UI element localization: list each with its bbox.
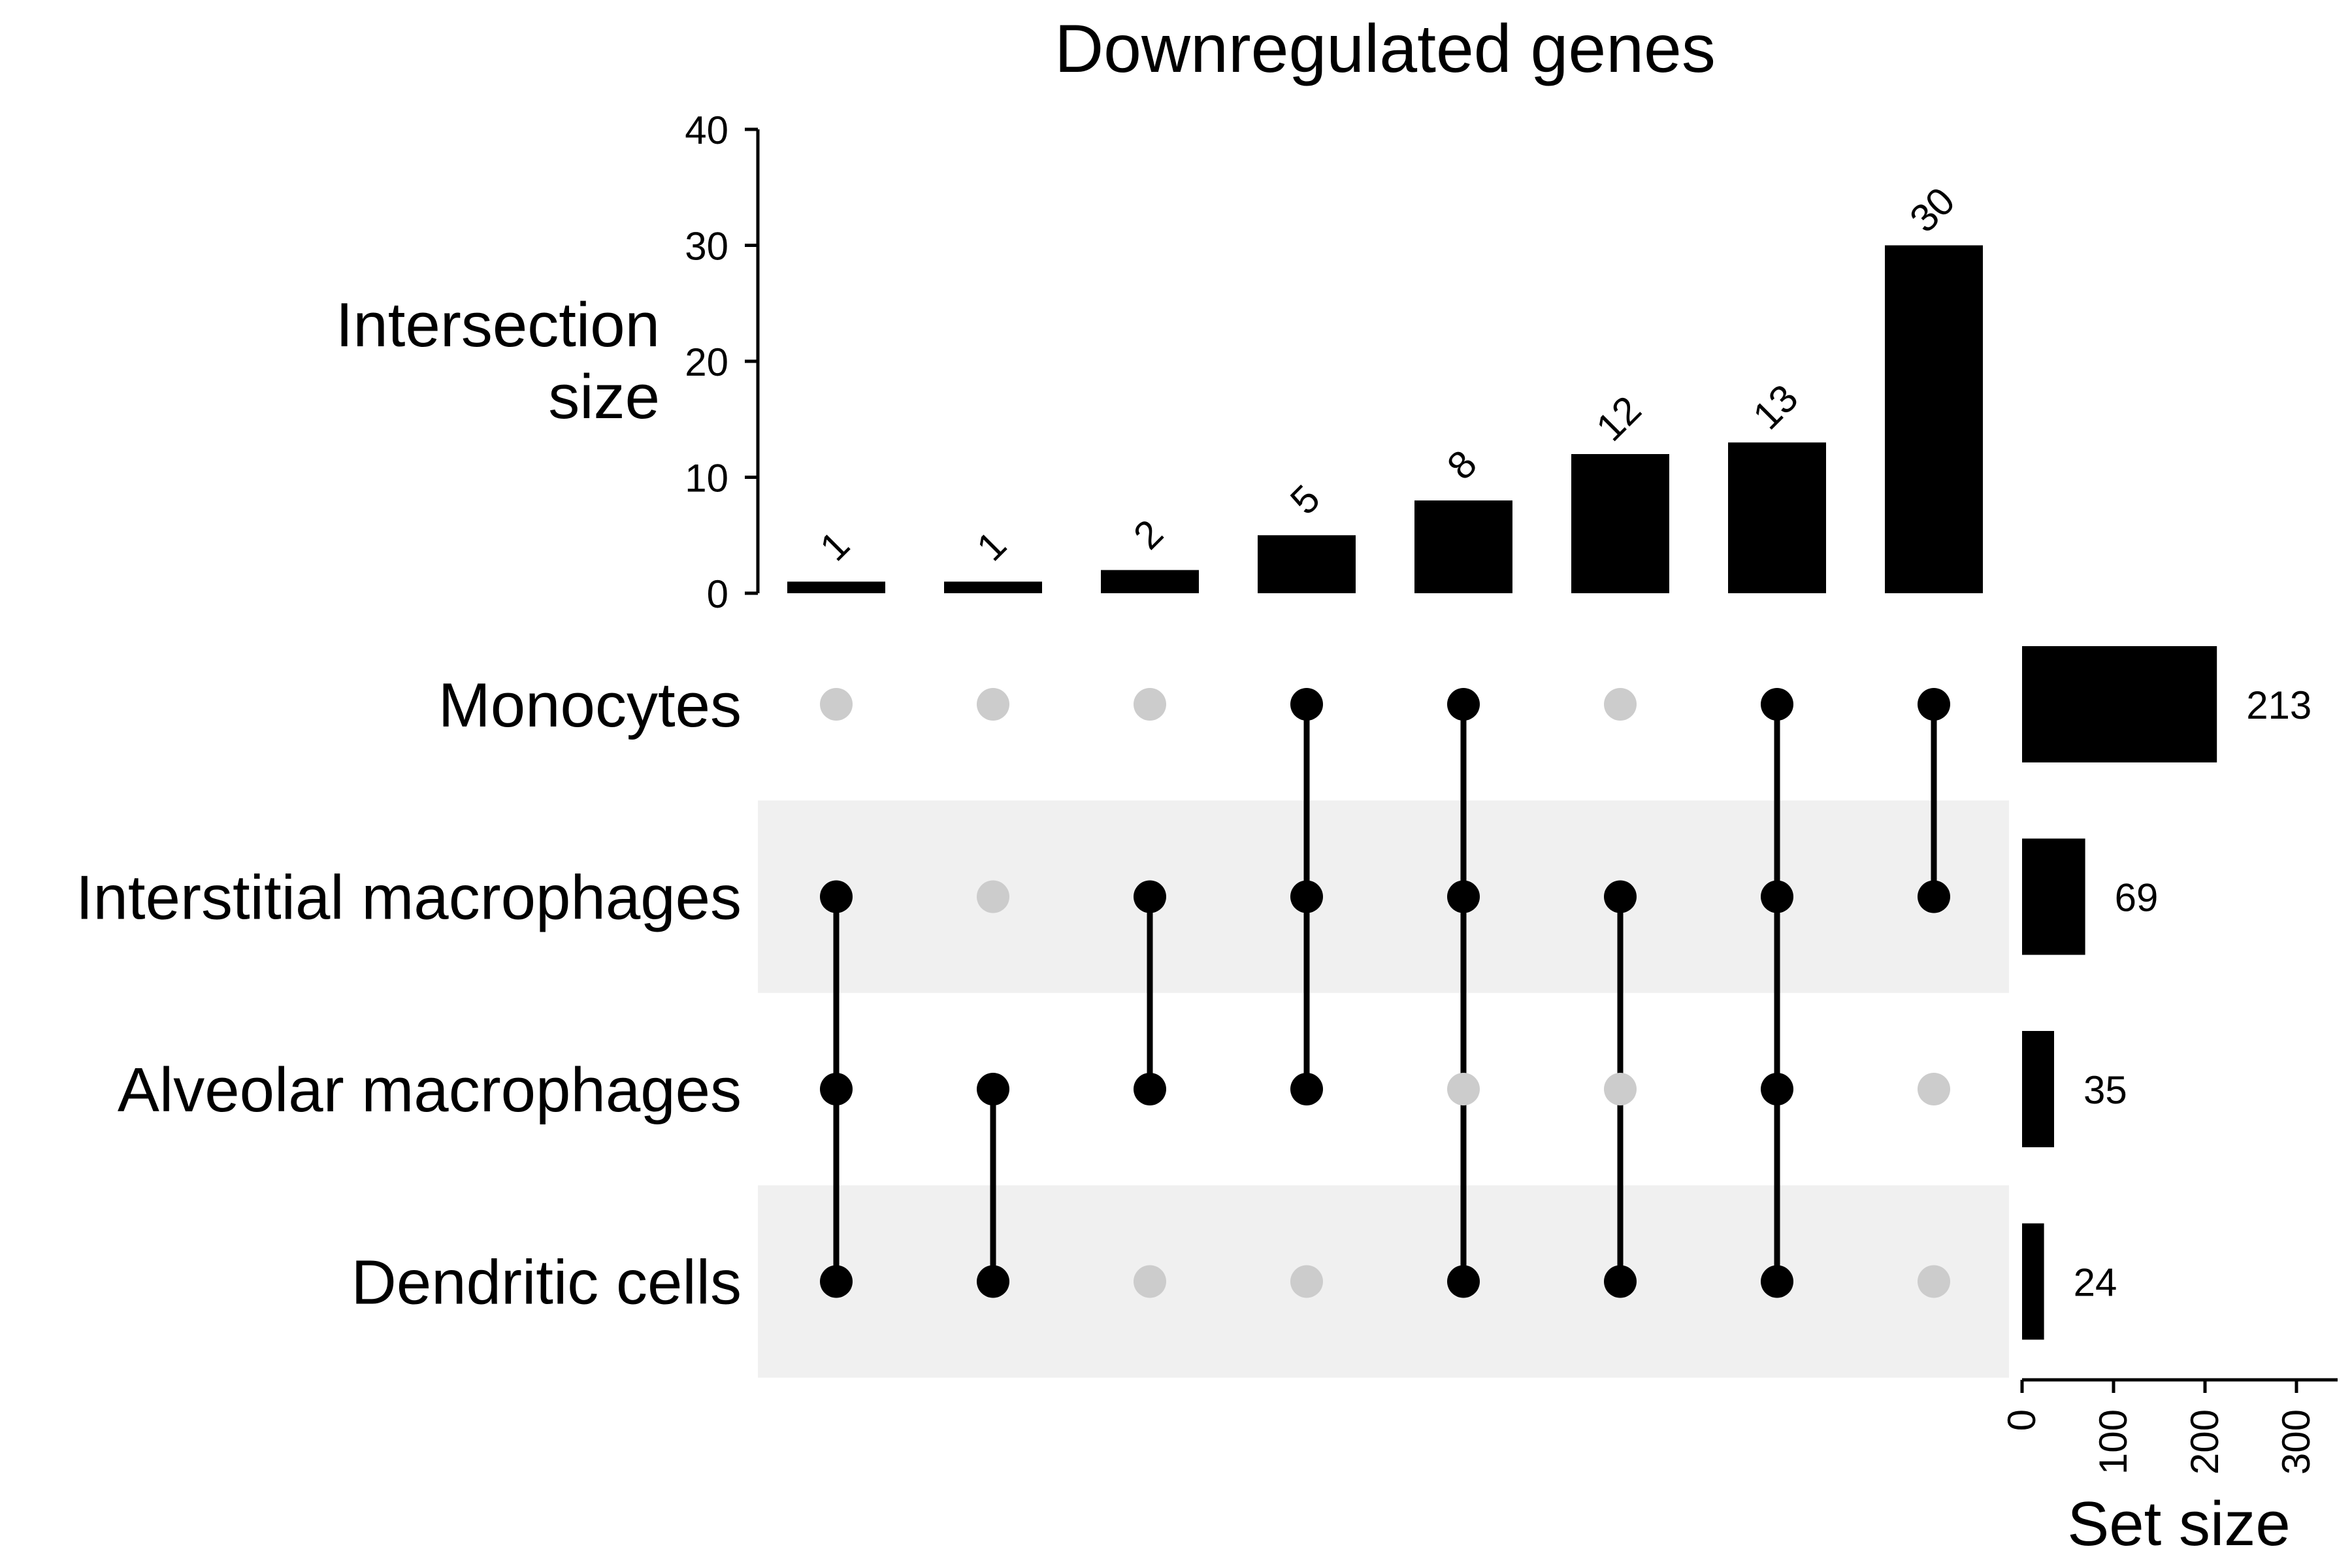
set-membership-matrix [820,688,1950,1298]
set-name-label: Alveolar macrophages [118,1055,742,1125]
set-row-stripe [758,800,2009,993]
intersection-bar-label: 2 [1125,512,1171,558]
set-size-bar-label: 213 [2246,683,2311,727]
set-row-stripes [758,800,2009,1378]
intersection-bar-label: 1 [968,523,1015,569]
membership-dot-active [1761,1265,1793,1298]
membership-dot-active [820,1073,853,1105]
membership-dot-active [1134,1073,1166,1105]
membership-dot-active [977,1073,1009,1105]
membership-dot-inactive [1447,1073,1480,1105]
intersection-bar [1728,442,1826,593]
membership-dot-active [1918,688,1950,721]
set-size-bar [2022,838,2085,955]
membership-dot-active [820,1265,853,1298]
membership-dot-inactive [1604,1073,1637,1105]
intersection-bar-label: 30 [1901,179,1963,241]
membership-dot-inactive [977,688,1009,721]
intersection-bar-label: 13 [1744,376,1806,438]
set-size-axis-label: Set size [2067,1489,2290,1559]
intersection-bar [1101,570,1199,593]
x-axis-tick-label: 0 [2000,1409,2044,1431]
intersection-bar-label: 8 [1439,442,1485,488]
set-size-bar-label: 35 [2083,1068,2127,1112]
set-size-axis: 0 100 200 300 [2000,1378,2338,1475]
membership-dot-active [1604,1265,1637,1298]
set-name-label: Dendritic cells [351,1248,742,1318]
intersection-bar-label: 5 [1282,476,1328,523]
set-name-label: Interstitial macrophages [76,863,742,933]
membership-dot-active [820,880,853,913]
y-axis-tick-label: 0 [707,572,728,616]
membership-dot-active [1918,880,1950,913]
intersection-size-label-line-1: Intersection [336,290,660,360]
membership-dot-active [1604,880,1637,913]
set-row-stripe [758,1185,2009,1378]
membership-dot-active [1134,880,1166,913]
membership-dot-active [1761,880,1793,913]
set-size-bars [2022,646,2217,1340]
y-axis-tick-label: 40 [685,108,728,152]
membership-dot-active [1447,1265,1480,1298]
intersection-size-label-line-2: size [548,362,660,432]
chart-title: Downregulated genes [1054,11,1716,87]
y-axis-tick-label: 20 [685,340,728,384]
set-size-bar-labels: 213 69 35 24 [2074,683,2312,1305]
intersection-bar [1885,245,1983,593]
set-name-labels: Monocytes Interstitial macrophages Alveola… [76,670,742,1318]
membership-dot-active [1761,1073,1793,1105]
intersection-size-axis: 0 10 20 30 40 [685,108,760,616]
y-axis-tick-label: 30 [685,225,728,269]
set-size-bar [2022,646,2217,762]
intersection-bar-label: 1 [811,523,858,569]
set-size-bar-label: 69 [2115,876,2159,920]
intersection-bars [787,245,1983,593]
membership-dot-active [1290,688,1323,721]
set-size-bar-label: 24 [2074,1261,2117,1305]
membership-dot-inactive [1290,1265,1323,1298]
membership-dot-inactive [1134,1265,1166,1298]
membership-dot-inactive [977,880,1009,913]
y-axis-tick-label: 10 [685,457,728,500]
membership-dot-active [1447,688,1480,721]
intersection-bar-label: 12 [1588,387,1650,449]
membership-dot-active [977,1265,1009,1298]
membership-dot-inactive [1918,1265,1950,1298]
x-axis-tick-label: 200 [2183,1409,2227,1475]
set-size-bar [2022,1223,2044,1340]
membership-dot-inactive [1134,688,1166,721]
intersection-bar [1571,454,1669,593]
membership-dot-active [1290,1073,1323,1105]
intersection-bar [944,581,1042,593]
membership-dot-active [1761,688,1793,721]
intersection-bar [787,581,885,593]
set-size-bar [2022,1031,2054,1147]
membership-dot-inactive [1604,688,1637,721]
x-axis-tick-label: 100 [2091,1409,2135,1475]
membership-dot-active [1447,880,1480,913]
set-name-label: Monocytes [438,670,742,740]
membership-dot-active [1290,880,1323,913]
membership-dot-inactive [1918,1073,1950,1105]
x-axis-tick-label: 300 [2274,1409,2318,1475]
intersection-bar [1414,500,1512,593]
intersection-bar [1258,535,1356,593]
membership-dot-inactive [820,688,853,721]
